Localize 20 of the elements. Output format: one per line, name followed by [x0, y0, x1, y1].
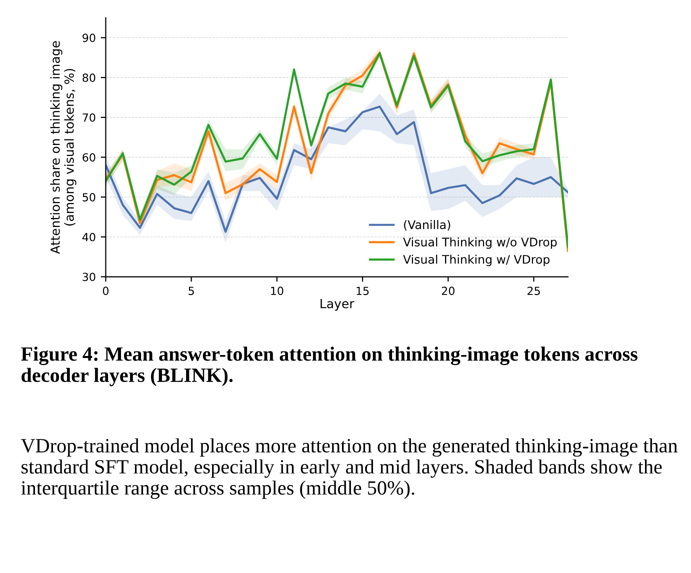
y-axis-title: Attention share on thinking image (among visual tokens, %) — [50, 41, 76, 254]
x-tick-label: 20 — [442, 286, 454, 296]
legend-label: Visual Thinking w/ VDrop — [403, 254, 550, 266]
x-tick-label: 10 — [271, 286, 284, 296]
y-tick-label: 80 — [82, 74, 96, 82]
text: VDrop-trained model places more attention on the generated thinking-image than standard SFT model, especially in early and mid layers. Shaded bands show the interquartile range across samples (middle 50%). — [20, 438, 678, 499]
y-tick-label: 60 — [82, 153, 96, 162]
x-tick-label: 25 — [528, 286, 540, 296]
y-tick-label: 40 — [82, 232, 96, 242]
y-tick-label: 30 — [82, 272, 96, 282]
y-tick-label: 50 — [82, 193, 96, 202]
y-tick-label: 70 — [82, 113, 96, 122]
x-tick-label: 5 — [188, 286, 194, 296]
y-tick-label: 90 — [82, 34, 96, 42]
legend-label: (Vanilla) — [404, 220, 450, 231]
caption: Figure 4: Mean answer-token attention on thinking-image tokens across decoder layers (BLINK). — [21, 346, 638, 386]
x-tick-label: 0 — [102, 286, 109, 296]
x-tick-label: 15 — [356, 286, 369, 296]
x-axis-title: Layer — [320, 299, 354, 311]
legend-label: Visual Thinking w/o VDrop — [403, 237, 557, 249]
